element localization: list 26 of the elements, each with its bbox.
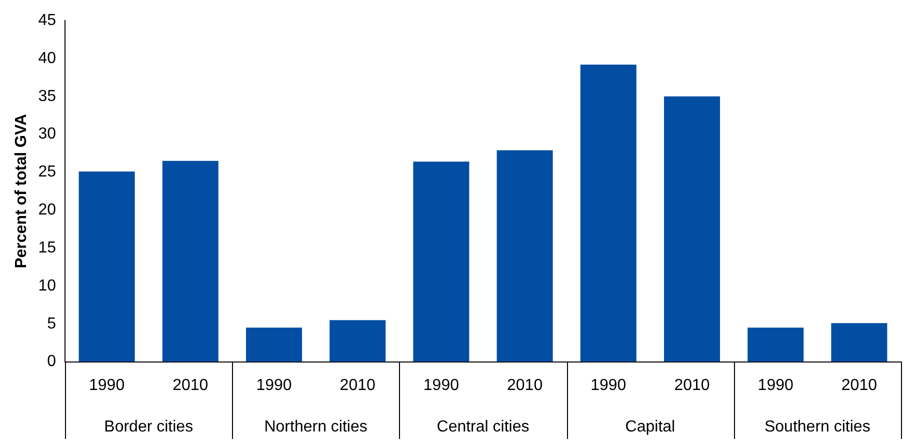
text: Capital — [625, 418, 676, 436]
x-tick-label: 1990 — [89, 376, 125, 394]
text: Southern cities — [764, 418, 870, 436]
y-tick-label: 20 — [38, 202, 56, 219]
y-tick-label: 5 — [47, 315, 56, 332]
x-tick-label: 1990 — [256, 376, 292, 394]
y-tick-label: 25 — [38, 164, 56, 181]
y-tick-label: 30 — [38, 126, 56, 143]
x-tick-label: 2010 — [674, 376, 710, 394]
x-tick-label: 1990 — [590, 376, 626, 394]
x-tick-label: 2010 — [507, 376, 543, 394]
y-tick-label: 15 — [38, 239, 56, 256]
x-tick-label: 1990 — [423, 376, 460, 394]
x-tick-label: 2010 — [172, 376, 208, 394]
y-tick-label: 10 — [38, 277, 56, 294]
y-tick-label: 35 — [38, 88, 56, 105]
x-tick-label: 1990 — [758, 376, 794, 394]
text: Border cities — [104, 418, 194, 436]
y-tick-label: 40 — [38, 50, 56, 67]
y-axis-title: Percent of total GVA — [13, 114, 30, 268]
x-tick-label: 2010 — [340, 376, 376, 394]
x-tick-label: 2010 — [841, 376, 878, 394]
text: Central cities — [436, 418, 530, 436]
y-tick-label: 45 — [38, 12, 56, 30]
y-tick-label: 0 — [47, 353, 56, 370]
text: Northern cities — [264, 418, 368, 436]
